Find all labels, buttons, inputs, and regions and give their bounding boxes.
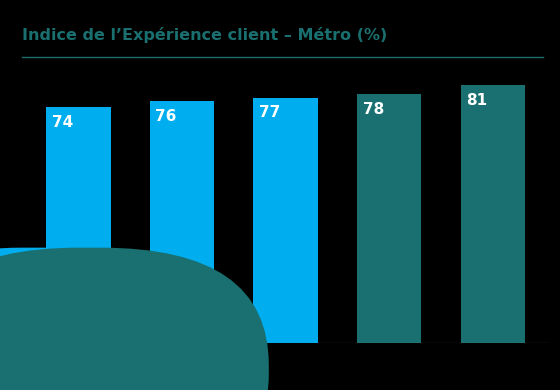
Text: Indice de l’Expérience client – Métro (%): Indice de l’Expérience client – Métro (%… [22,27,388,43]
Text: 76: 76 [155,109,176,124]
Text: 74: 74 [52,115,73,130]
Text: 77: 77 [259,105,280,121]
Text: 78: 78 [362,102,384,117]
Bar [150,101,214,343]
Bar [46,107,110,343]
Bar [357,94,421,343]
Bar [461,85,525,343]
Bar [254,98,318,343]
Text: 81: 81 [466,93,487,108]
